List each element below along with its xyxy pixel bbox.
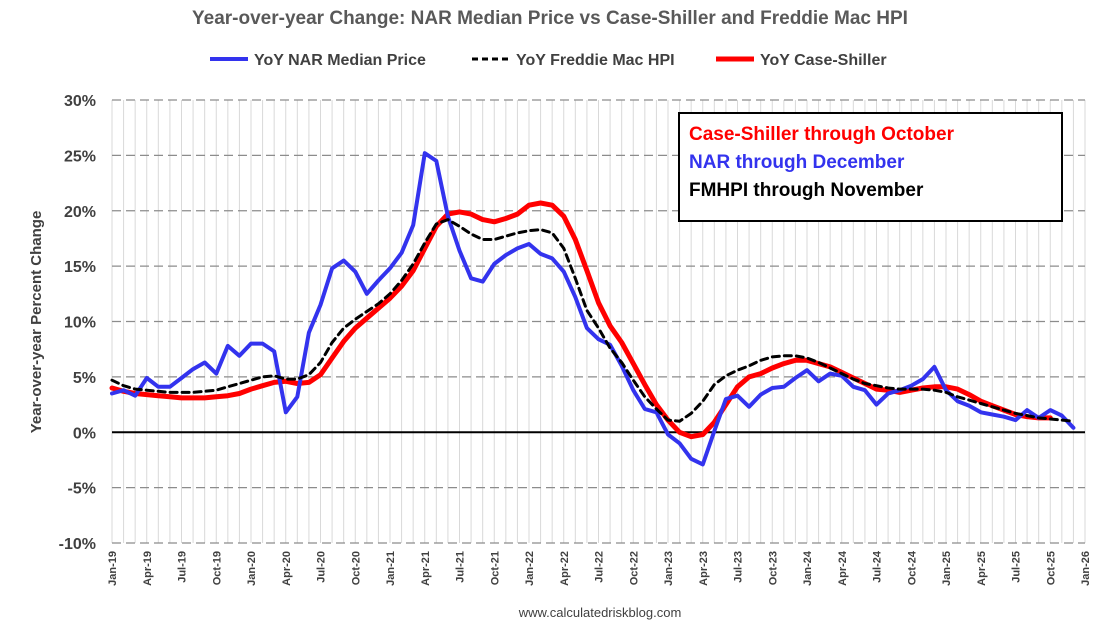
x-tick-label: Jan-24 xyxy=(802,550,814,586)
x-tick-label: Jul-21 xyxy=(455,551,467,583)
y-tick-label: 25% xyxy=(64,148,96,165)
source-credit: www.calculatedriskblog.com xyxy=(518,605,682,620)
series-line-yoy-nar-median-price xyxy=(110,151,1076,467)
x-tick-label: Oct-21 xyxy=(489,551,501,585)
annotation-case-shiller: Case-Shiller through October xyxy=(689,124,955,145)
series-line-yoy-freddie-mac-hpi xyxy=(110,218,1075,423)
y-tick-label: 20% xyxy=(64,204,96,221)
x-tick-label: Apr-24 xyxy=(837,550,849,586)
horizontal-gridlines xyxy=(112,99,1085,544)
annotation-frame xyxy=(678,112,1063,222)
y-tick-label: 30% xyxy=(64,93,96,110)
x-tick-label: Apr-23 xyxy=(698,551,710,586)
x-tick-label: Jan-25 xyxy=(941,551,953,586)
y-axis-ticks: -10% -5% 0% 5% 10% 15% 20% 25% 30% xyxy=(59,93,96,553)
x-tick-label: Jul-20 xyxy=(316,551,328,583)
y-axis-label: Year-over-year Percent Change xyxy=(28,211,45,434)
x-tick-label: Oct-22 xyxy=(628,551,640,585)
y-tick-label: -5% xyxy=(68,481,96,498)
x-tick-label: Jan-23 xyxy=(663,551,675,586)
x-tick-label: Jan-22 xyxy=(524,551,536,586)
x-tick-label: Apr-20 xyxy=(281,551,293,586)
annotation-fmhpi: FMHPI through November xyxy=(689,180,924,201)
x-axis-ticks: Jan-19 Apr-19 Jul-19 Oct-19 Jan-20 Apr-20 Jul-… xyxy=(107,550,1092,586)
legend-label-nar: YoY NAR Median Price xyxy=(254,52,426,69)
x-tick-label: Jan-21 xyxy=(385,551,397,586)
x-tick-label: Apr-21 xyxy=(420,551,432,586)
x-tick-label: Oct-24 xyxy=(906,550,918,585)
x-tick-label: Apr-22 xyxy=(559,551,571,586)
x-tick-label: Jul-22 xyxy=(594,551,606,583)
legend-label-case-shiller: YoY Case-Shiller xyxy=(760,52,887,69)
x-tick-label: Oct-23 xyxy=(767,551,779,585)
y-tick-label: 0% xyxy=(73,425,96,442)
x-tick-label: Jan-26 xyxy=(1080,551,1092,586)
legend: YoY NAR Median Price YoY Freddie Mac HPI… xyxy=(210,52,887,69)
x-tick-label: Jul-24 xyxy=(872,550,884,583)
x-tick-label: Apr-25 xyxy=(976,551,988,586)
y-tick-label: 5% xyxy=(73,370,96,387)
x-tick-label: Apr-19 xyxy=(142,551,154,586)
legend-label-freddie: YoY Freddie Mac HPI xyxy=(516,52,675,69)
y-tick-label: 15% xyxy=(64,259,96,276)
annotation-nar: NAR through December xyxy=(689,152,905,173)
annotation-box: Case-Shiller through October NAR through… xyxy=(678,112,1063,222)
x-tick-label: Oct-20 xyxy=(350,551,362,585)
y-tick-label: 10% xyxy=(64,315,96,332)
x-tick-label: Jan-20 xyxy=(246,551,258,586)
y-tick-label: -10% xyxy=(59,536,96,553)
chart-title: Year-over-year Change: NAR Median Price … xyxy=(192,8,908,29)
x-tick-label: Jul-25 xyxy=(1011,551,1023,583)
x-tick-label: Jul-23 xyxy=(733,551,745,583)
x-tick-label: Jan-19 xyxy=(107,551,119,586)
series-lines xyxy=(109,151,1076,467)
x-tick-label: Jul-19 xyxy=(177,551,189,583)
x-tick-label: Oct-19 xyxy=(211,551,223,585)
x-tick-label: Oct-25 xyxy=(1045,551,1057,585)
